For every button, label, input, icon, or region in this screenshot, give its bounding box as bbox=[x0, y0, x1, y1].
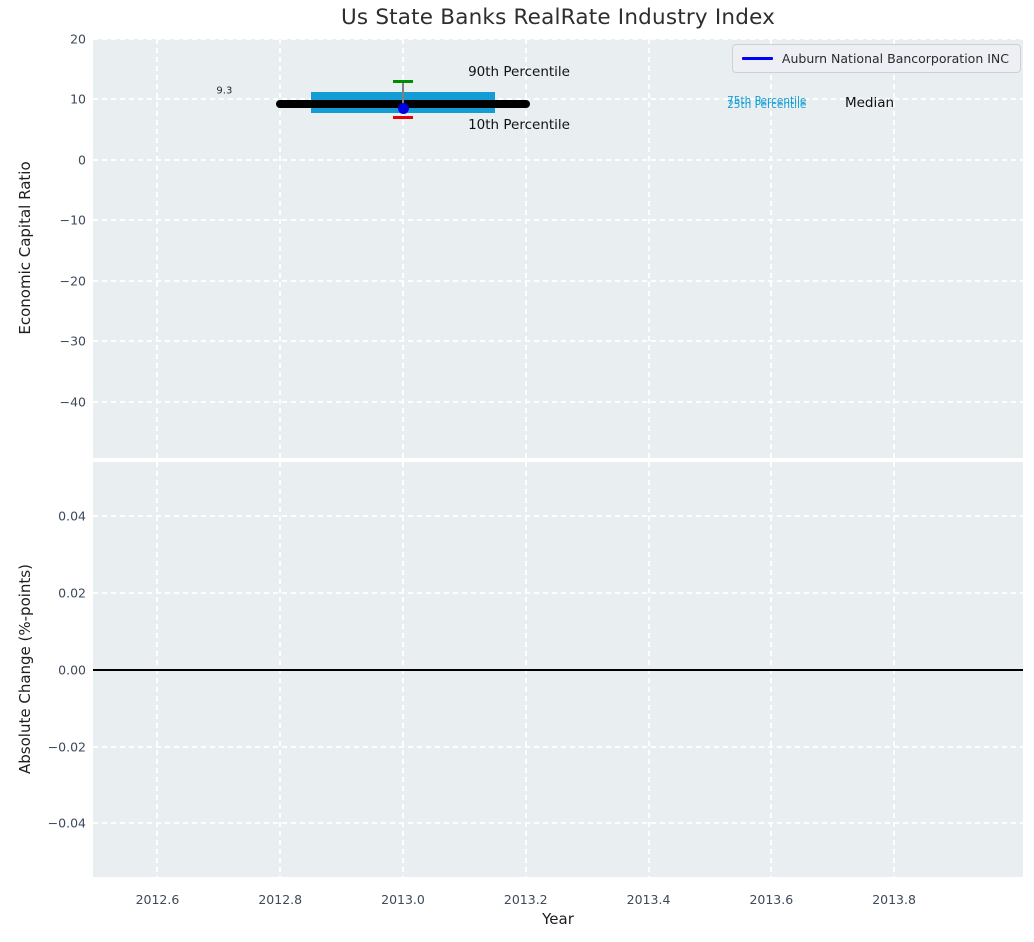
gridline bbox=[93, 98, 1023, 101]
gridline bbox=[93, 38, 1023, 40]
y-tick-label: −0.02 bbox=[47, 739, 86, 755]
y-tick-label: 0 bbox=[78, 152, 86, 168]
x-tick-label: 2013.6 bbox=[749, 892, 794, 907]
y-tick-label: 0.04 bbox=[58, 508, 86, 524]
y-tick-label: 20 bbox=[70, 31, 86, 47]
x-tick-label: 2013.2 bbox=[503, 892, 548, 907]
annotation-p10-label: 10th Percentile bbox=[468, 117, 570, 134]
legend: Auburn National Bancorporation INC bbox=[731, 44, 1021, 73]
gridline bbox=[93, 592, 1023, 595]
gridline bbox=[647, 39, 650, 458]
y-tick-label: 10 bbox=[70, 91, 86, 107]
y-tick-label: −10 bbox=[59, 212, 86, 228]
gridline bbox=[93, 400, 1023, 403]
x-tick-label: 2013.8 bbox=[872, 892, 916, 907]
gridline bbox=[524, 39, 527, 458]
annotation-p75-label: 75th Percentile bbox=[727, 95, 807, 108]
y-axis-label-top: Economic Capital Ratio bbox=[16, 161, 34, 335]
p10-cap bbox=[393, 116, 413, 120]
y-tick-label: −30 bbox=[59, 333, 86, 349]
x-tick-label: 2012.8 bbox=[258, 892, 303, 907]
y-tick-label: −40 bbox=[59, 394, 86, 410]
gridline bbox=[156, 39, 159, 458]
gridline bbox=[893, 39, 896, 458]
gridline bbox=[93, 822, 1023, 825]
annotation-median-value: 9.3 bbox=[216, 85, 233, 97]
y-tick-label: −20 bbox=[59, 273, 86, 289]
x-tick-label: 2013.0 bbox=[381, 892, 425, 907]
x-axis-label: Year bbox=[542, 910, 574, 928]
gridline bbox=[770, 39, 773, 458]
gridline bbox=[93, 158, 1023, 161]
company-dot bbox=[397, 103, 409, 115]
y-tick-label: 0.02 bbox=[58, 585, 86, 601]
annotation-p25-label: 25th Percentile bbox=[727, 98, 807, 111]
p90-cap bbox=[393, 79, 413, 83]
gridline bbox=[93, 219, 1023, 222]
gridline bbox=[402, 39, 404, 458]
gridline bbox=[93, 279, 1023, 282]
zero-line bbox=[93, 668, 1023, 671]
x-tick-label: 2012.6 bbox=[135, 892, 180, 907]
gridline bbox=[279, 39, 282, 458]
gridline bbox=[93, 340, 1023, 343]
legend-label: Auburn National Bancorporation INC bbox=[781, 51, 1009, 66]
annotation-median-label: Median bbox=[844, 94, 895, 111]
x-tick-label: 2013.4 bbox=[626, 892, 671, 907]
top-axes bbox=[93, 39, 1023, 458]
legend-line-swatch bbox=[741, 57, 773, 60]
chart-title: Us State Banks RealRate Industry Index bbox=[340, 5, 776, 30]
annotation-p90-label: 90th Percentile bbox=[468, 63, 570, 80]
y-tick-label: 0.00 bbox=[58, 662, 86, 678]
gridline bbox=[93, 515, 1023, 518]
y-tick-label: −0.04 bbox=[47, 815, 86, 831]
whisker-line bbox=[402, 81, 404, 109]
gridline bbox=[93, 745, 1023, 748]
